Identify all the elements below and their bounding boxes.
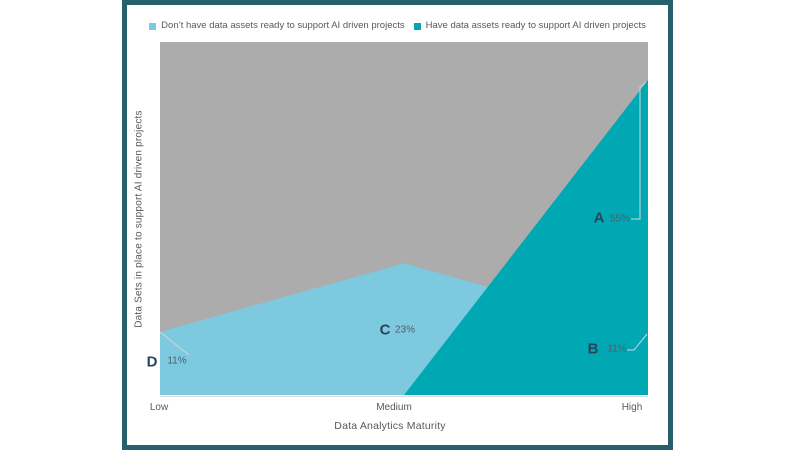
legend-label-dont-have: Don’t have data assets ready to support …	[161, 20, 405, 31]
x-tick-medium: Medium	[376, 402, 412, 413]
legend-item-have: Have data assets ready to support AI dri…	[413, 20, 646, 32]
annotation-letter-a: A	[594, 210, 605, 227]
annotation-letter-d: D	[147, 354, 158, 371]
leader-line-d	[159, 331, 190, 356]
leader-line-b	[627, 333, 648, 351]
y-axis-title: Data Sets in place to support AI driven …	[133, 110, 145, 328]
annotation-value-c: 23%	[395, 325, 415, 336]
x-axis-title: Data Analytics Maturity	[334, 420, 446, 432]
legend-swatch-light-blue-icon	[149, 22, 157, 30]
annotation-letter-c: C	[380, 322, 391, 339]
legend-swatch-teal-icon	[413, 22, 421, 30]
leader-line-a	[631, 81, 647, 220]
x-axis-line	[160, 396, 648, 397]
annotation-value-a: 55%	[610, 214, 630, 225]
annotation-value-d: 11%	[167, 356, 186, 367]
annotation-value-b: 11%	[607, 344, 626, 355]
annotation-letter-b: B	[588, 341, 599, 358]
x-tick-high: High	[621, 402, 643, 413]
area-chart-plot: A 55% B 11% C 23% D 11%	[147, 42, 648, 395]
chart-legend: Don’t have data assets ready to support …	[122, 20, 673, 32]
x-tick-low: Low	[149, 402, 169, 413]
legend-item-dont-have: Don’t have data assets ready to support …	[149, 20, 405, 32]
legend-label-have: Have data assets ready to support AI dri…	[425, 20, 646, 31]
area-have	[404, 80, 648, 395]
